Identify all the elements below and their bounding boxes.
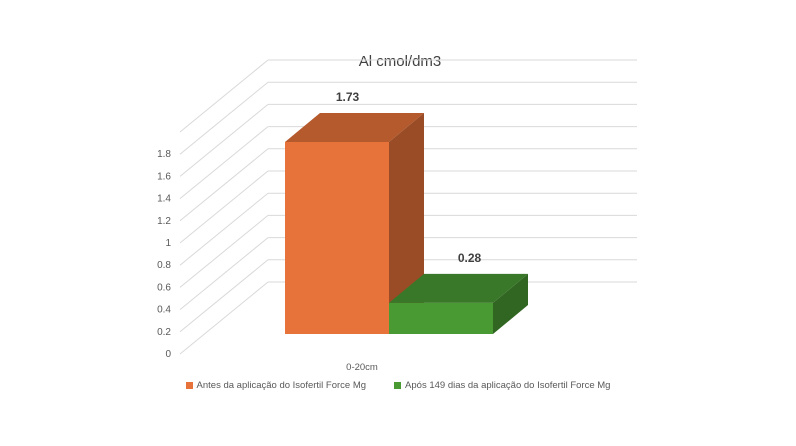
bar-top-0 [285, 112, 424, 142]
gridline-side-3 [179, 215, 269, 288]
bar-side-0 [389, 112, 424, 334]
gridline-side-1 [179, 259, 269, 333]
bar-top-1 [389, 273, 528, 303]
gridline-side-0 [179, 281, 269, 355]
legend-item-apos[interactable]: Após 149 dias da aplicação do Isofertil … [394, 380, 610, 391]
y-tick-label-5: 1 [165, 238, 171, 249]
y-tick-label-3: 0.6 [157, 282, 171, 293]
y-tick-label-0: 0 [165, 349, 171, 360]
y-tick-label-2: 0.4 [157, 305, 171, 316]
bar-side-1 [493, 273, 528, 334]
bar-0 [285, 112, 424, 334]
x-axis-category-label: 0-20cm [346, 362, 378, 373]
y-tick-label-8: 1.6 [157, 171, 171, 182]
y-tick-label-6: 1.2 [157, 216, 171, 227]
legend-label-apos: Após 149 dias da aplicação do Isofertil … [405, 380, 611, 391]
data-label-1: 0.28 [458, 251, 482, 265]
gridline-side-10 [179, 59, 269, 133]
legend-swatch-apos [394, 382, 402, 389]
y-axis-ticks: 0 0.2 0.4 0.6 0.8 1 1.2 1.4 1.6 1.8 [157, 149, 171, 360]
data-labels: 1.73 0.28 [336, 90, 482, 265]
y-tick-label-1: 0.2 [157, 327, 171, 338]
legend: Antes da aplicação do Isofertil Force Mg… [0, 380, 796, 391]
gridline-side-2 [179, 237, 269, 310]
y-tick-label-7: 1.4 [157, 194, 171, 205]
gridline-side-7 [179, 126, 269, 199]
bars [285, 112, 528, 334]
bar-front-1 [389, 302, 493, 334]
gridline-side-8 [179, 104, 269, 177]
bar-front-0 [285, 141, 389, 334]
gridline-side-6 [179, 148, 269, 222]
y-tick-label-4: 0.8 [157, 260, 171, 271]
bar-1 [389, 273, 528, 334]
data-label-0: 1.73 [336, 90, 360, 104]
gridline-side-5 [179, 170, 269, 244]
gridline-side-4 [179, 192, 269, 266]
gridline-side-9 [179, 81, 269, 155]
legend-label-antes: Antes da aplicação do Isofertil Force Mg [196, 380, 367, 391]
legend-swatch-antes [185, 382, 193, 389]
legend-item-antes[interactable]: Antes da aplicação do Isofertil Force Mg [185, 380, 367, 391]
chart-title: Al cmol/dm3 [359, 53, 442, 70]
y-tick-label-9: 1.8 [157, 149, 171, 160]
